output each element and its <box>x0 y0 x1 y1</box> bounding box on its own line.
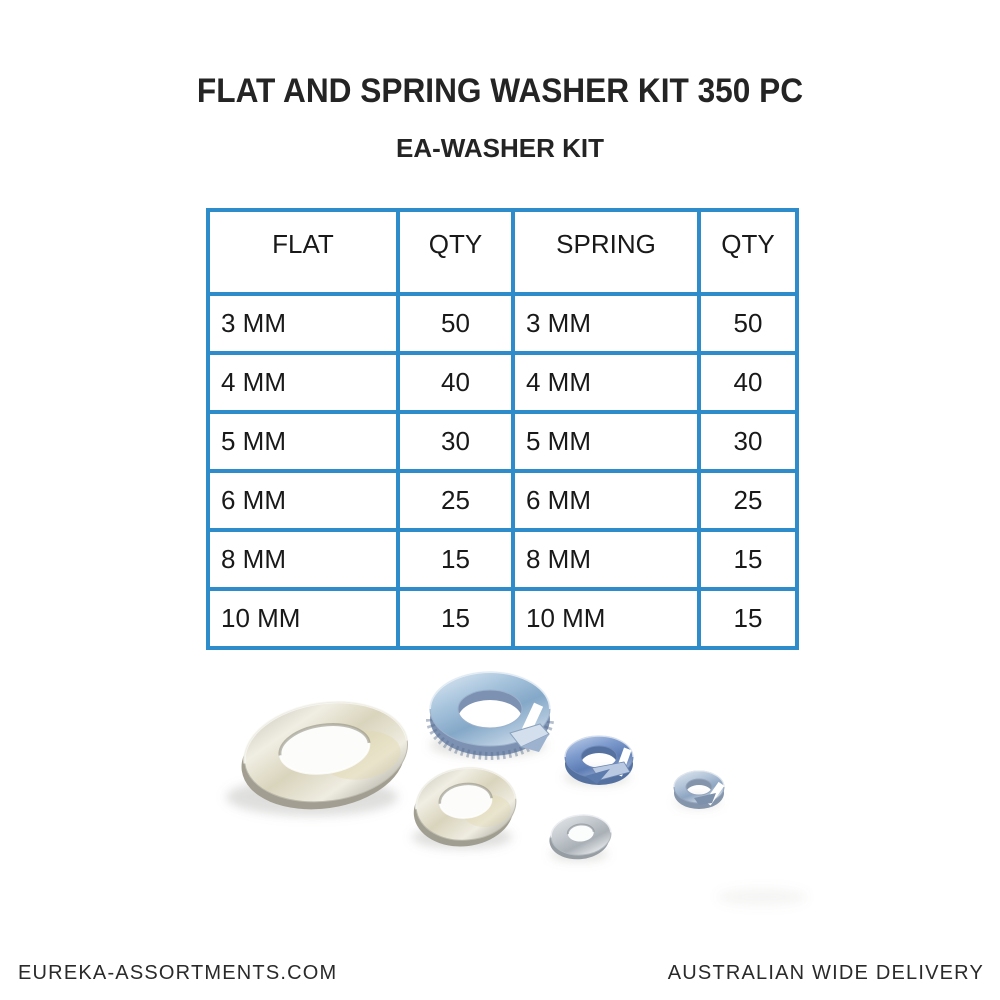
flat-qty-cell: 15 <box>396 528 515 591</box>
col-header-flat-qty: QTY <box>396 208 515 296</box>
spring-qty-cell: 15 <box>697 587 799 650</box>
spring-qty-cell: 50 <box>697 292 799 355</box>
flat-qty-cell: 50 <box>396 292 515 355</box>
flat-qty-cell: 30 <box>396 410 515 473</box>
page-title: FLAT AND SPRING WASHER KIT 350 PC <box>196 72 804 110</box>
spring-size-cell: 6 MM <box>511 469 701 532</box>
spring-qty-cell: 40 <box>697 351 799 414</box>
spring-qty-cell: 25 <box>697 469 799 532</box>
table-row: 4 MM 40 4 MM 40 <box>206 351 799 414</box>
flat-size-cell: 8 MM <box>206 528 400 591</box>
spring-size-cell: 3 MM <box>511 292 701 355</box>
small-spring-washer <box>673 770 725 809</box>
flat-qty-cell: 25 <box>396 469 515 532</box>
spring-size-cell: 10 MM <box>511 587 701 650</box>
medium-spring-washer <box>564 735 634 785</box>
table-row: 8 MM 15 8 MM 15 <box>206 528 799 591</box>
large-flat-washer <box>241 700 409 810</box>
spring-size-cell: 5 MM <box>511 410 701 473</box>
col-header-spring-qty: QTY <box>697 208 799 296</box>
spring-qty-cell: 15 <box>697 528 799 591</box>
table-row: 5 MM 30 5 MM 30 <box>206 410 799 473</box>
footer-website: EUREKA-ASSORTMENTS.COM <box>18 962 338 984</box>
washer-qty-table: FLAT QTY SPRING QTY 3 MM 50 3 MM 50 4 MM… <box>206 208 799 650</box>
flat-size-cell: 10 MM <box>206 587 400 650</box>
footer-delivery: AUSTRALIAN WIDE DELIVERY <box>667 962 984 984</box>
table-header-row: FLAT QTY SPRING QTY <box>206 208 799 296</box>
flat-size-cell: 4 MM <box>206 351 400 414</box>
medium-flat-washer <box>413 766 517 847</box>
spring-size-cell: 8 MM <box>511 528 701 591</box>
spring-size-cell: 4 MM <box>511 351 701 414</box>
flat-qty-cell: 15 <box>396 587 515 650</box>
col-header-spring: SPRING <box>511 208 701 296</box>
flat-qty-cell: 40 <box>396 351 515 414</box>
flat-size-cell: 3 MM <box>206 292 400 355</box>
small-flat-washer <box>549 814 612 860</box>
col-header-flat: FLAT <box>206 208 400 296</box>
table-row: 10 MM 15 10 MM 15 <box>206 587 799 650</box>
washer-photo <box>0 645 1000 925</box>
spring-qty-cell: 30 <box>697 410 799 473</box>
large-spring-washer <box>426 671 554 760</box>
flat-size-cell: 6 MM <box>206 469 400 532</box>
flat-size-cell: 5 MM <box>206 410 400 473</box>
table-row: 3 MM 50 3 MM 50 <box>206 292 799 355</box>
page-subtitle: EA-WASHER KIT <box>396 133 604 163</box>
table-row: 6 MM 25 6 MM 25 <box>206 469 799 532</box>
